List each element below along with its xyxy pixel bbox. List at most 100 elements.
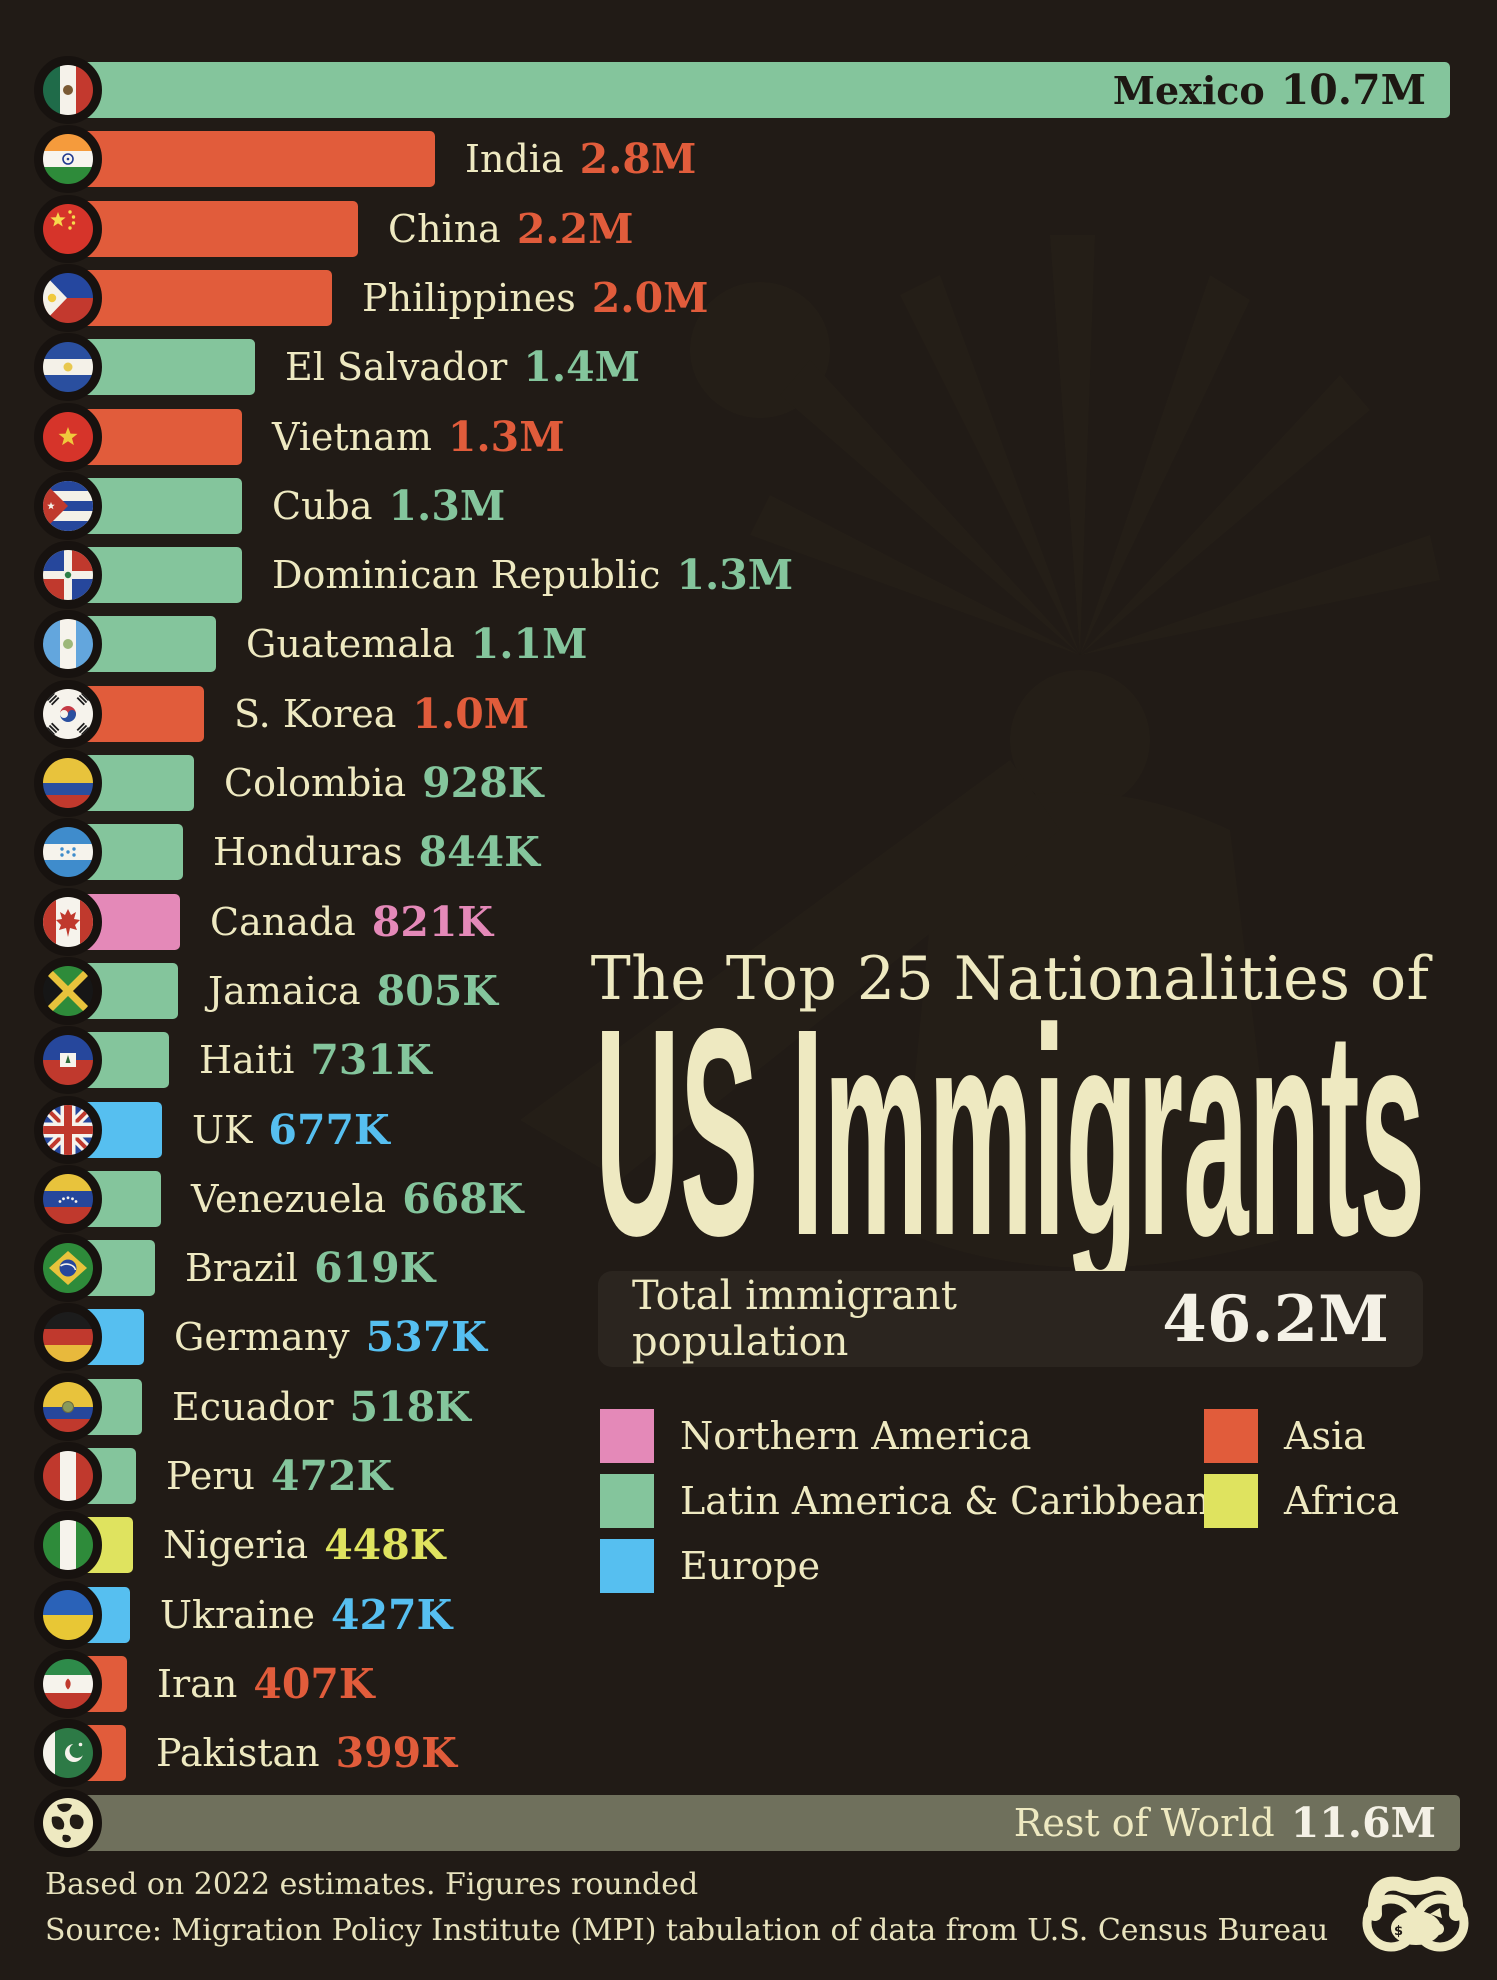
- bar-mexico: [72, 62, 1450, 118]
- guatemala-flag-icon: [34, 610, 102, 678]
- bar-row-label-cuba: Cuba 1.3M: [272, 478, 505, 534]
- bar-el-salvador: [72, 339, 255, 395]
- bar-row-label-el-salvador: El Salvador 1.4M: [285, 339, 640, 395]
- country-label: Rest of World: [1013, 1801, 1275, 1845]
- country-label: India: [465, 137, 564, 181]
- value-label: 2.8M: [579, 135, 697, 183]
- country-label: Iran: [157, 1662, 238, 1706]
- globe-icon: [34, 1789, 102, 1857]
- bar-row-label-jamaica: Jamaica 805K: [208, 963, 498, 1019]
- bar-row-label-venezuela: Venezuela 668K: [191, 1171, 523, 1227]
- chart-title-line2: US Immigrants: [595, 982, 1425, 1299]
- value-label: 928K: [422, 759, 544, 807]
- chart-title-line1: The Top 25 Nationalities of: [590, 944, 1430, 1014]
- bar-row-label-dominican-republic: Dominican Republic 1.3M: [272, 547, 793, 603]
- legend-item-africa: Africa: [1204, 1474, 1399, 1528]
- south-korea-flag-icon: [34, 680, 102, 748]
- jamaica-flag-icon: [34, 957, 102, 1025]
- value-label: 677K: [268, 1106, 390, 1154]
- uk-flag-icon: [34, 1096, 102, 1164]
- venezuela-flag-icon: [34, 1165, 102, 1233]
- bar-row-label-ukraine: Ukraine 427K: [160, 1587, 452, 1643]
- country-label: El Salvador: [285, 345, 508, 389]
- total-population-value: 46.2M: [1162, 1281, 1389, 1357]
- visual-capitalist-logo: $: [1362, 1876, 1469, 1952]
- value-label: 472K: [271, 1452, 393, 1500]
- brazil-flag-icon: [34, 1234, 102, 1302]
- value-label: 2.2M: [516, 205, 634, 253]
- country-label: S. Korea: [234, 692, 397, 736]
- country-label: Colombia: [224, 761, 407, 805]
- colombia-flag-icon: [34, 749, 102, 817]
- value-label: 1.3M: [447, 413, 565, 461]
- country-label: Jamaica: [208, 969, 361, 1013]
- pakistan-flag-icon: [34, 1719, 102, 1787]
- bar-row-label-iran: Iran 407K: [157, 1656, 375, 1712]
- bar-row-label-s-korea: S. Korea 1.0M: [234, 686, 529, 742]
- total-population-box: Total immigrant population 46.2M: [598, 1271, 1423, 1367]
- chart-title-line2-text: US Immigrants: [595, 982, 1425, 1299]
- legend-swatch-asia: [1204, 1409, 1258, 1463]
- bar-row-label-rest-of-world: Rest of World 11.6M: [72, 1795, 1436, 1851]
- bar-row-label-pakistan: Pakistan 399K: [156, 1725, 457, 1781]
- cuba-flag-icon: [34, 472, 102, 540]
- value-label: 537K: [365, 1313, 487, 1361]
- honduras-flag-icon: [34, 818, 102, 886]
- legend-swatch-africa: [1204, 1474, 1258, 1528]
- legend-label: Latin America & Caribbean: [680, 1479, 1211, 1523]
- bar-row-label-china: China 2.2M: [388, 201, 634, 257]
- footnote-line2: Source: Migration Policy Institute (MPI)…: [45, 1913, 1329, 1948]
- country-label: Haiti: [199, 1038, 295, 1082]
- bar-row-label-germany: Germany 537K: [174, 1309, 487, 1365]
- value-label: 1.4M: [523, 343, 641, 391]
- value-label: 844K: [418, 828, 540, 876]
- bar-row-label-brazil: Brazil 619K: [185, 1240, 435, 1296]
- value-label: 821K: [371, 898, 494, 946]
- ukraine-flag-icon: [34, 1581, 102, 1649]
- el-salvador-flag-icon: [34, 333, 102, 401]
- bar-row-label-philippines: Philippines 2.0M: [362, 270, 709, 326]
- legend-swatch-latin-america-caribbean: [600, 1474, 654, 1528]
- country-label: Venezuela: [191, 1177, 387, 1221]
- legend-label: Europe: [680, 1544, 821, 1588]
- ecuador-flag-icon: [34, 1373, 102, 1441]
- bar-row-label-vietnam: Vietnam 1.3M: [272, 409, 565, 465]
- country-label: Ecuador: [172, 1385, 334, 1429]
- country-label: Vietnam: [272, 415, 432, 459]
- country-label: Guatemala: [246, 622, 455, 666]
- value-label: 1.0M: [412, 690, 530, 738]
- country-label: Germany: [174, 1315, 350, 1359]
- bar-row-label-honduras: Honduras 844K: [213, 824, 540, 880]
- svg-text:$: $: [1394, 1924, 1403, 1939]
- mexico-flag-icon: [34, 56, 102, 124]
- philippines-flag-icon: [34, 264, 102, 332]
- india-flag-icon: [34, 125, 102, 193]
- legend-item-asia: Asia: [1204, 1409, 1366, 1463]
- bar-row-label-mexico: Mexico 10.7M: [72, 62, 1426, 118]
- bar-row-label-nigeria: Nigeria 448K: [163, 1517, 445, 1573]
- value-label: 399K: [335, 1729, 457, 1777]
- bar-row-label-ecuador: Ecuador 518K: [172, 1379, 471, 1435]
- value-label: 805K: [376, 967, 498, 1015]
- legend-item-northern-america: Northern America: [600, 1409, 1031, 1463]
- value-label: 448K: [324, 1521, 446, 1569]
- bar-row-label-haiti: Haiti 731K: [199, 1032, 432, 1088]
- legend-label: Northern America: [680, 1414, 1032, 1458]
- country-label: Pakistan: [156, 1731, 320, 1775]
- legend-swatch-europe: [600, 1539, 654, 1593]
- country-label: Brazil: [185, 1246, 299, 1290]
- country-label: Peru: [166, 1454, 255, 1498]
- legend-label: Africa: [1284, 1479, 1400, 1523]
- haiti-flag-icon: [34, 1026, 102, 1094]
- bar-row-label-peru: Peru 472K: [166, 1448, 392, 1504]
- bar-rest-of-world: [72, 1795, 1460, 1851]
- bar-row-label-guatemala: Guatemala 1.1M: [246, 616, 587, 672]
- legend-item-europe: Europe: [600, 1539, 820, 1593]
- china-flag-icon: [34, 195, 102, 263]
- country-label: Nigeria: [163, 1523, 309, 1567]
- legend-swatch-northern-america: [600, 1409, 654, 1463]
- country-label: Cuba: [272, 484, 373, 528]
- legend-label: Asia: [1284, 1414, 1366, 1458]
- canada-flag-icon: [34, 888, 102, 956]
- country-label: China: [388, 207, 501, 251]
